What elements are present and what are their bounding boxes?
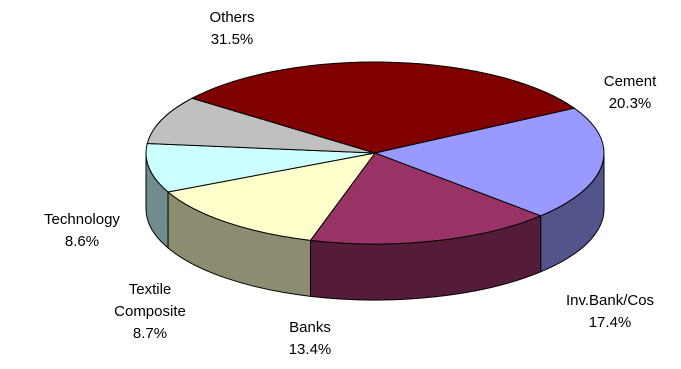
slice-labels: Cement 20.3% Inv.Bank/Cos 17.4% Banks 13.4% Te… bbox=[44, 9, 657, 358]
slice-name-label: Cement bbox=[604, 73, 657, 90]
slice-value-label: 20.3% bbox=[609, 95, 652, 112]
slice-textile-composite bbox=[145, 142, 376, 193]
slice-label-technology: Technology 8.6% bbox=[44, 211, 120, 250]
slice-others bbox=[191, 61, 575, 154]
slice-name-label: Composite bbox=[114, 303, 186, 320]
slice-inv-bank-cos bbox=[310, 152, 542, 245]
slice-cement bbox=[374, 107, 605, 217]
slice-name-label: Technology bbox=[44, 211, 120, 228]
slice-label-inv-bank-cos: Inv.Bank/Cos 17.4% bbox=[566, 292, 654, 331]
slice-name-label: Banks bbox=[289, 319, 331, 336]
slice-name-label: Inv.Bank/Cos bbox=[566, 292, 654, 309]
slice-value-label: 13.4% bbox=[289, 341, 332, 358]
slice-name-label: Textile bbox=[129, 281, 172, 298]
pie-top-faces bbox=[145, 61, 605, 245]
slice-label-banks: Banks 13.4% bbox=[289, 319, 332, 358]
pie-side-walls bbox=[145, 152, 605, 301]
slice-value-label: 17.4% bbox=[589, 314, 632, 331]
slice-technology bbox=[146, 97, 376, 154]
slice-label-textile-composite: Textile Composite 8.7% bbox=[114, 281, 186, 342]
slice-label-others: Others 31.5% bbox=[209, 9, 254, 48]
slice-value-label: 8.6% bbox=[65, 233, 99, 250]
slice-value-label: 8.7% bbox=[133, 325, 167, 342]
slice-label-cement: Cement 20.3% bbox=[604, 73, 657, 112]
slice-banks bbox=[167, 152, 376, 241]
slice-value-label: 31.5% bbox=[211, 31, 254, 48]
slice-name-label: Others bbox=[209, 9, 254, 26]
